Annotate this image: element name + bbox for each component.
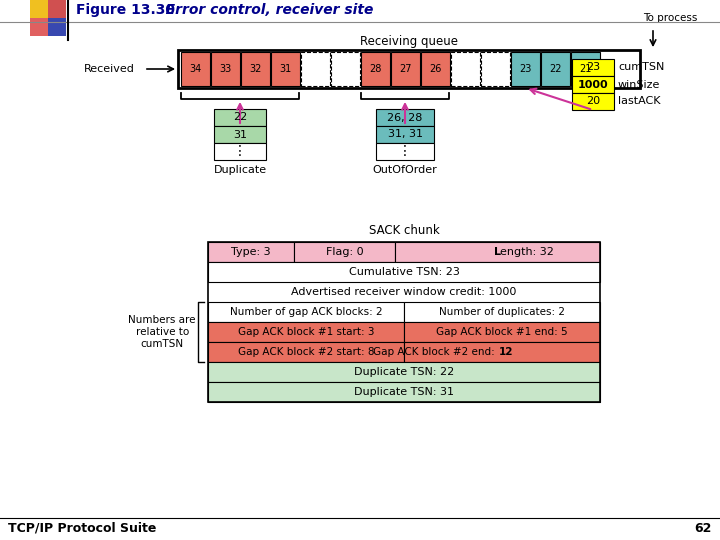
Bar [391,52,420,86]
Bar [361,52,390,86]
Text: 22: 22 [549,64,562,74]
Text: 31: 31 [279,64,292,74]
Bar [208,262,600,282]
Bar [48,0,66,18]
Text: 21: 21 [580,64,592,74]
Text: 1000: 1000 [577,79,608,90]
Text: Numbers are
relative to
cumTSN: Numbers are relative to cumTSN [128,315,196,349]
Bar [211,52,240,86]
Bar [404,342,600,362]
Text: Error control, receiver site: Error control, receiver site [151,3,374,17]
Text: ength: 32: ength: 32 [500,247,554,257]
Text: Gap ACK block #1 start: 3: Gap ACK block #1 start: 3 [238,327,374,337]
Bar [208,242,294,262]
Text: To process: To process [643,13,698,23]
Text: Duplicate TSN: 31: Duplicate TSN: 31 [354,387,454,397]
Bar [376,143,434,160]
Text: Cumulative TSN: 23: Cumulative TSN: 23 [348,267,459,277]
Bar [208,322,404,342]
Text: 22: 22 [233,112,247,123]
Bar [571,52,600,86]
Bar [572,59,614,76]
Bar [395,242,600,262]
Bar [178,50,640,88]
Bar [451,52,480,86]
Bar [271,52,300,86]
Text: 23: 23 [586,63,600,72]
Bar [404,302,600,322]
Bar [511,52,540,86]
Text: ⋮: ⋮ [233,145,247,159]
Text: Duplicate: Duplicate [213,165,266,175]
Bar [481,52,510,86]
Text: 27: 27 [400,64,412,74]
Text: Gap ACK block #2 start: 8: Gap ACK block #2 start: 8 [238,347,374,357]
Bar [376,109,434,126]
Bar [30,0,48,18]
Bar [376,126,434,143]
Text: 12: 12 [499,347,513,357]
Text: winSize: winSize [618,79,660,90]
Text: 20: 20 [586,97,600,106]
Text: Receiving queue: Receiving queue [360,35,458,48]
Bar [541,52,570,86]
Bar [208,302,404,322]
Bar [30,18,48,36]
Bar [181,52,210,86]
Text: ⋮: ⋮ [398,145,412,159]
Text: lastACK: lastACK [618,97,660,106]
Bar [331,52,360,86]
Text: L: L [494,247,501,257]
Bar [572,93,614,110]
Text: cumTSN: cumTSN [618,63,665,72]
Bar [48,18,66,36]
Bar [214,143,266,160]
Bar [208,382,600,402]
Bar [214,109,266,126]
Text: 34: 34 [189,64,202,74]
Text: Received: Received [84,64,135,74]
Text: Figure 13.30: Figure 13.30 [76,3,175,17]
Text: Gap ACK block #1 end: 5: Gap ACK block #1 end: 5 [436,327,568,337]
Text: 26, 28: 26, 28 [387,112,423,123]
Bar [208,362,600,382]
Bar [208,342,404,362]
Text: Number of gap ACK blocks: 2: Number of gap ACK blocks: 2 [230,307,382,317]
Bar [301,52,330,86]
Bar [404,322,600,342]
Text: OutOfOrder: OutOfOrder [373,165,437,175]
Text: Flag: 0: Flag: 0 [325,247,364,257]
Bar [294,242,395,262]
Bar [208,242,600,402]
Text: Type: 3: Type: 3 [231,247,271,257]
Text: 28: 28 [369,64,382,74]
Text: 33: 33 [220,64,232,74]
Text: 23: 23 [519,64,531,74]
Bar [572,76,614,93]
Text: Gap ACK block #2 end:: Gap ACK block #2 end: [373,347,498,357]
Text: 62: 62 [695,522,712,535]
Text: TCP/IP Protocol Suite: TCP/IP Protocol Suite [8,522,156,535]
Text: SACK chunk: SACK chunk [369,224,439,237]
Text: 31, 31: 31, 31 [387,130,423,139]
Text: 26: 26 [429,64,441,74]
Text: Number of duplicates: 2: Number of duplicates: 2 [439,307,565,317]
Text: 32: 32 [249,64,261,74]
Text: Duplicate TSN: 22: Duplicate TSN: 22 [354,367,454,377]
Bar [214,126,266,143]
Bar [421,52,450,86]
Text: 31: 31 [233,130,247,139]
Text: Advertised receiver window credit: 1000: Advertised receiver window credit: 1000 [292,287,517,297]
Bar [241,52,270,86]
